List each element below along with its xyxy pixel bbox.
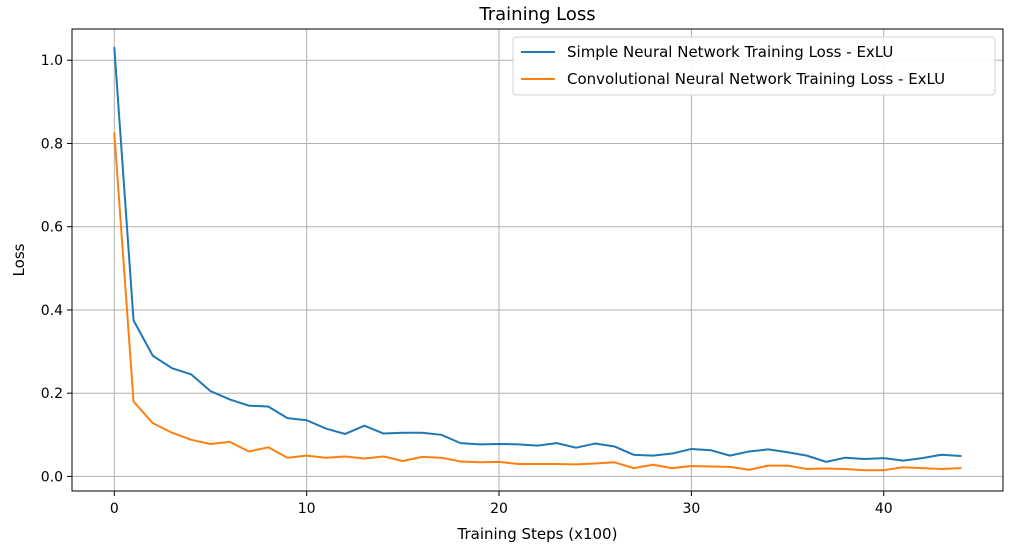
y-tick-label: 0.0 — [41, 469, 63, 485]
series-line-0 — [113, 46, 962, 463]
y-axis-tick-labels: 0.0 0.2 0.4 0.6 0.8 1.0 — [41, 53, 63, 485]
x-tick-label: 40 — [875, 501, 893, 517]
x-axis-tick-labels: 0 10 20 30 40 — [110, 501, 893, 517]
legend-label-cnn: Convolutional Neural Network Training Lo… — [567, 70, 945, 88]
y-tick-label: 0.8 — [41, 136, 63, 152]
x-tick-label: 20 — [490, 501, 508, 517]
y-tick-label: 0.6 — [41, 220, 63, 236]
legend-label-simple-nn: Simple Neural Network Training Loss - Ex… — [567, 43, 893, 61]
y-axis-label: Loss — [10, 243, 28, 276]
x-tick-label: 0 — [110, 501, 119, 517]
x-axis-ticks — [113, 491, 885, 496]
plot-area-frame — [71, 28, 1004, 492]
series-lines — [113, 46, 962, 472]
y-tick-label: 1.0 — [41, 53, 63, 69]
legend: Simple Neural Network Training Loss - Ex… — [512, 36, 996, 96]
x-tick-label: 30 — [682, 501, 700, 517]
x-axis-label: Training Steps (x100) — [457, 525, 618, 543]
y-tick-label: 0.4 — [41, 303, 63, 319]
chart-title: Training Loss — [478, 4, 595, 25]
legend-box — [512, 36, 996, 96]
y-axis-ticks — [67, 59, 72, 477]
series-line-1 — [113, 132, 962, 472]
x-tick-label: 10 — [298, 501, 316, 517]
y-tick-label: 0.2 — [41, 386, 63, 402]
